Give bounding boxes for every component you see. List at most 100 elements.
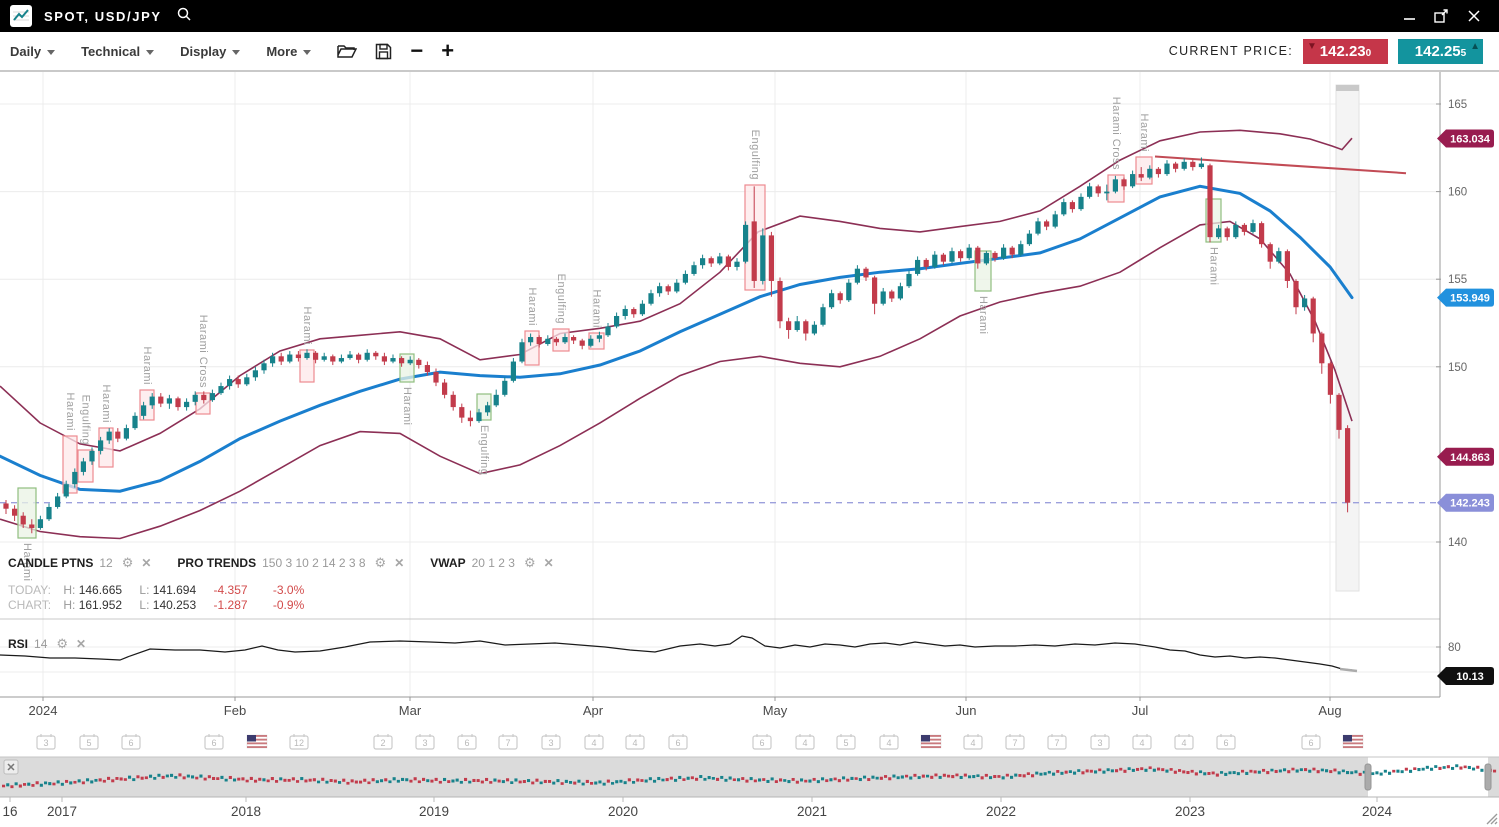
calendar-event-icon[interactable]: 3 [541, 734, 561, 750]
gear-icon[interactable]: ⚙ [374, 555, 387, 570]
us-flag-event-icon[interactable] [246, 734, 268, 749]
event-day-number: 3 [43, 738, 48, 748]
navigator-mini-candle [1236, 772, 1240, 776]
pattern-label: Harami [141, 347, 153, 385]
close-icon[interactable]: ✕ [76, 637, 87, 651]
menu-more-label: More [266, 43, 298, 59]
minimize-button[interactable] [1403, 10, 1416, 23]
close-icon[interactable]: ✕ [394, 556, 405, 570]
ask-price-badge[interactable]: 142.25 5 ▲ [1398, 38, 1483, 64]
navigator-mini-candle [590, 781, 594, 785]
calendar-event-icon[interactable]: 3 [415, 734, 435, 750]
candle-body [1216, 228, 1222, 238]
candle-body [846, 282, 852, 301]
calendar-event-icon[interactable]: 4 [1132, 734, 1152, 750]
today-column-handle[interactable] [1336, 85, 1359, 91]
resize-handle-icon[interactable] [1486, 813, 1498, 825]
calendar-event-icon[interactable]: 6 [204, 734, 224, 750]
price-tick-label: 150 [1448, 362, 1467, 374]
calendar-event-icon[interactable]: 4 [795, 734, 815, 750]
calendar-event-icon[interactable]: 4 [879, 734, 899, 750]
zoom-in-button[interactable]: + [441, 38, 455, 63]
navigator-mini-candle [1178, 769, 1182, 772]
calendar-event-icon[interactable]: 5 [836, 734, 856, 750]
candle-body [1052, 214, 1058, 227]
pattern-box-harami[interactable] [524, 330, 540, 366]
candle-body [149, 396, 155, 406]
navigator-mini-candle [1228, 771, 1232, 775]
navigator-mini-candle [1005, 773, 1009, 777]
navigator-mini-candle [564, 779, 568, 783]
navigator-mini-candle [216, 777, 220, 780]
pattern-box-harami[interactable] [17, 487, 37, 539]
menu-technical[interactable]: Technical [81, 44, 155, 59]
candle-body [1173, 163, 1179, 169]
navigator-selected-window[interactable] [1368, 757, 1488, 797]
candle-body [1112, 179, 1118, 192]
calendar-event-icon[interactable]: 6 [1216, 734, 1236, 750]
navigator-mini-candle [518, 780, 522, 784]
calendar-event-icon[interactable]: 4 [625, 734, 645, 750]
popout-button[interactable] [1434, 9, 1449, 23]
menu-more[interactable]: More [266, 43, 312, 59]
candle-body [330, 356, 336, 362]
chevron-down-icon [232, 49, 241, 55]
navigator-mini-candle [438, 780, 442, 784]
us-flag-event-icon[interactable] [920, 734, 942, 749]
bid-price-badge[interactable]: ▼ 142.23 0 [1303, 38, 1388, 64]
calendar-event-icon[interactable]: 7 [1047, 734, 1067, 750]
calendar-event-icon[interactable]: 12 [289, 734, 309, 750]
navigator-mini-candle [1346, 771, 1350, 775]
candle-body [1181, 161, 1187, 169]
month-label: Mar [399, 703, 422, 718]
navigator-close-button[interactable]: ✕ [3, 759, 19, 775]
calendar-event-icon[interactable]: 6 [457, 734, 477, 750]
calendar-event-icon[interactable]: 4 [1174, 734, 1194, 750]
open-folder-icon[interactable] [337, 43, 358, 59]
navigator-mini-candle [1455, 764, 1459, 768]
calendar-event-icon[interactable]: 7 [498, 734, 518, 750]
gear-icon[interactable]: ⚙ [121, 555, 134, 570]
candlestick-chart-canvas[interactable]: Harami Harami Engulfing Harami Harami Harami … [0, 72, 1499, 827]
calendar-event-icon[interactable]: 3 [1090, 734, 1110, 750]
navigator-mini-candle [552, 781, 556, 785]
navigator-mini-candle [905, 774, 909, 778]
candle-body [553, 338, 559, 343]
pattern-label: Engulfing [478, 425, 490, 475]
navigator-left-handle[interactable] [1364, 763, 1372, 791]
pattern-box-harami-cross[interactable] [195, 392, 211, 415]
calendar-event-icon[interactable]: 6 [1301, 734, 1321, 750]
close-icon[interactable]: ✕ [141, 556, 152, 570]
navigator-mini-candle [535, 778, 539, 782]
calendar-event-icon[interactable]: 6 [668, 734, 688, 750]
navigator-mini-candle [888, 777, 892, 781]
navigator-background[interactable] [0, 757, 1499, 797]
navigator-right-handle[interactable] [1484, 763, 1492, 791]
candle-body [227, 379, 233, 387]
us-flag-event-icon[interactable] [1342, 734, 1364, 749]
trendline[interactable] [1154, 155, 1407, 175]
close-button[interactable] [1467, 9, 1481, 23]
search-icon[interactable] [176, 6, 192, 27]
calendar-event-icon[interactable]: 4 [584, 734, 604, 750]
candle-body [966, 247, 972, 259]
menu-display[interactable]: Display [180, 44, 241, 59]
zoom-out-button[interactable]: − [410, 38, 424, 63]
calendar-event-icon[interactable]: 3 [36, 734, 56, 750]
calendar-event-icon[interactable]: 4 [963, 734, 983, 750]
gear-icon[interactable]: ⚙ [56, 636, 69, 651]
calendar-event-icon[interactable]: 5 [79, 734, 99, 750]
calendar-event-icon[interactable]: 2 [373, 734, 393, 750]
close-icon[interactable]: ✕ [543, 556, 554, 570]
save-icon[interactable] [375, 43, 392, 60]
calendar-event-icon[interactable]: 7 [1005, 734, 1025, 750]
candle-body [450, 394, 456, 408]
calendar-event-icon[interactable]: 6 [121, 734, 141, 750]
navigator-mini-candle [1165, 769, 1169, 773]
navigator-mini-candle [1060, 771, 1064, 775]
chart-area[interactable]: Harami Harami Engulfing Harami Harami Harami … [0, 72, 1499, 827]
navigator-mini-candle [1312, 767, 1316, 771]
gear-icon[interactable]: ⚙ [523, 555, 536, 570]
menu-daily[interactable]: Daily [10, 44, 56, 59]
calendar-event-icon[interactable]: 6 [752, 734, 772, 750]
